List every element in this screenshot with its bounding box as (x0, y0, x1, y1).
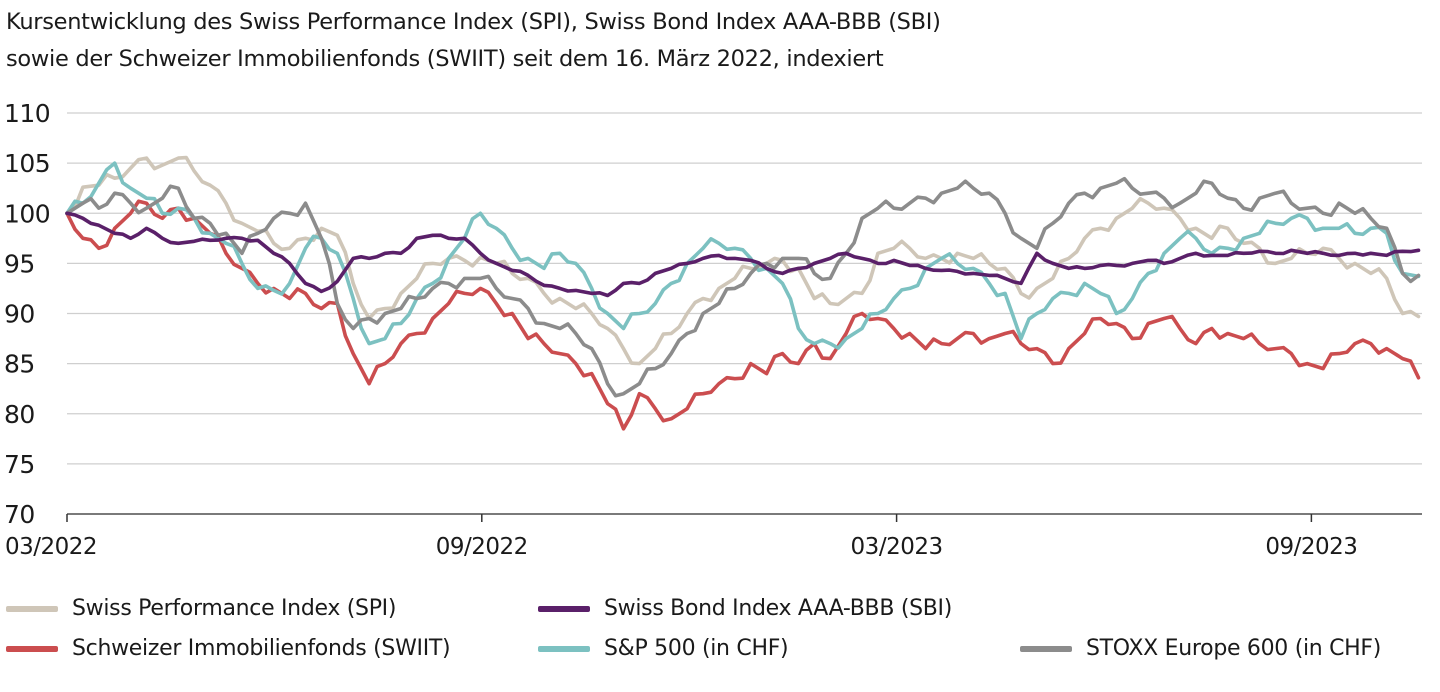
y-tick-label-75: 75 (4, 450, 35, 479)
y-tick-label-110: 110 (4, 99, 50, 128)
legend-item-spi: Swiss Performance Index (SPI) (6, 596, 396, 621)
y-tick-label-95: 95 (4, 249, 35, 278)
x-tick-label-03-2023: 03/2023 (851, 534, 943, 560)
y-tick-label-90: 90 (4, 300, 35, 329)
series-line-sp500 (65, 161, 1421, 350)
legend-label-stoxx600: STOXX Europe 600 (in CHF) (1086, 636, 1382, 661)
x-axis: 03/2022 09/2022 03/2023 09/2023 (5, 513, 1422, 560)
y-tick-label-85: 85 (4, 350, 35, 379)
x-tick-label-09-2022: 09/2022 (436, 534, 528, 560)
legend-swatch-swiit (6, 645, 58, 652)
y-tick-label-100: 100 (4, 199, 50, 228)
legend-item-stoxx600: STOXX Europe 600 (in CHF) (1020, 636, 1381, 661)
chart-title: Kursentwicklung des Swiss Performance In… (6, 4, 941, 78)
x-tick-label-03-2022: 03/2022 (5, 534, 97, 560)
y-tick-label-105: 105 (4, 149, 50, 178)
legend-label-sbi: Swiss Bond Index AAA-BBB (SBI) (604, 596, 953, 621)
y-tick-label-70: 70 (4, 500, 35, 529)
series-line-stoxx600 (65, 176, 1421, 398)
legend-swatch-sbi (538, 605, 590, 612)
legend-label-swiit: Schweizer Immobilienfonds (SWIIT) (72, 636, 451, 661)
legend-item-swiit: Schweizer Immobilienfonds (SWIIT) (6, 636, 451, 661)
legend-label-spi: Swiss Performance Index (SPI) (72, 596, 397, 621)
legend-swatch-stoxx600 (1020, 645, 1072, 652)
y-tick-label-80: 80 (4, 400, 35, 429)
chart-title-line-2: sowie der Schweizer Immobilienfonds (SWI… (6, 46, 884, 72)
series-lines (65, 155, 1421, 431)
series-line-swiit (65, 199, 1421, 431)
x-tick-label-09-2023: 09/2023 (1265, 534, 1357, 560)
legend-label-sp500: S&P 500 (in CHF) (604, 636, 789, 661)
series-line-sbi (65, 211, 1421, 298)
chart-title-line-1: Kursentwicklung des Swiss Performance In… (6, 9, 941, 35)
legend-item-sbi: Swiss Bond Index AAA-BBB (SBI) (538, 596, 952, 621)
legend: Swiss Performance Index (SPI) Swiss Bond… (0, 590, 1440, 680)
y-axis-ticks: 70 75 80 85 90 95 100 105 110 (4, 99, 51, 529)
legend-item-sp500: S&P 500 (in CHF) (538, 636, 789, 661)
series-line-spi (65, 155, 1421, 366)
legend-swatch-sp500 (538, 645, 590, 652)
legend-swatch-spi (6, 605, 58, 612)
